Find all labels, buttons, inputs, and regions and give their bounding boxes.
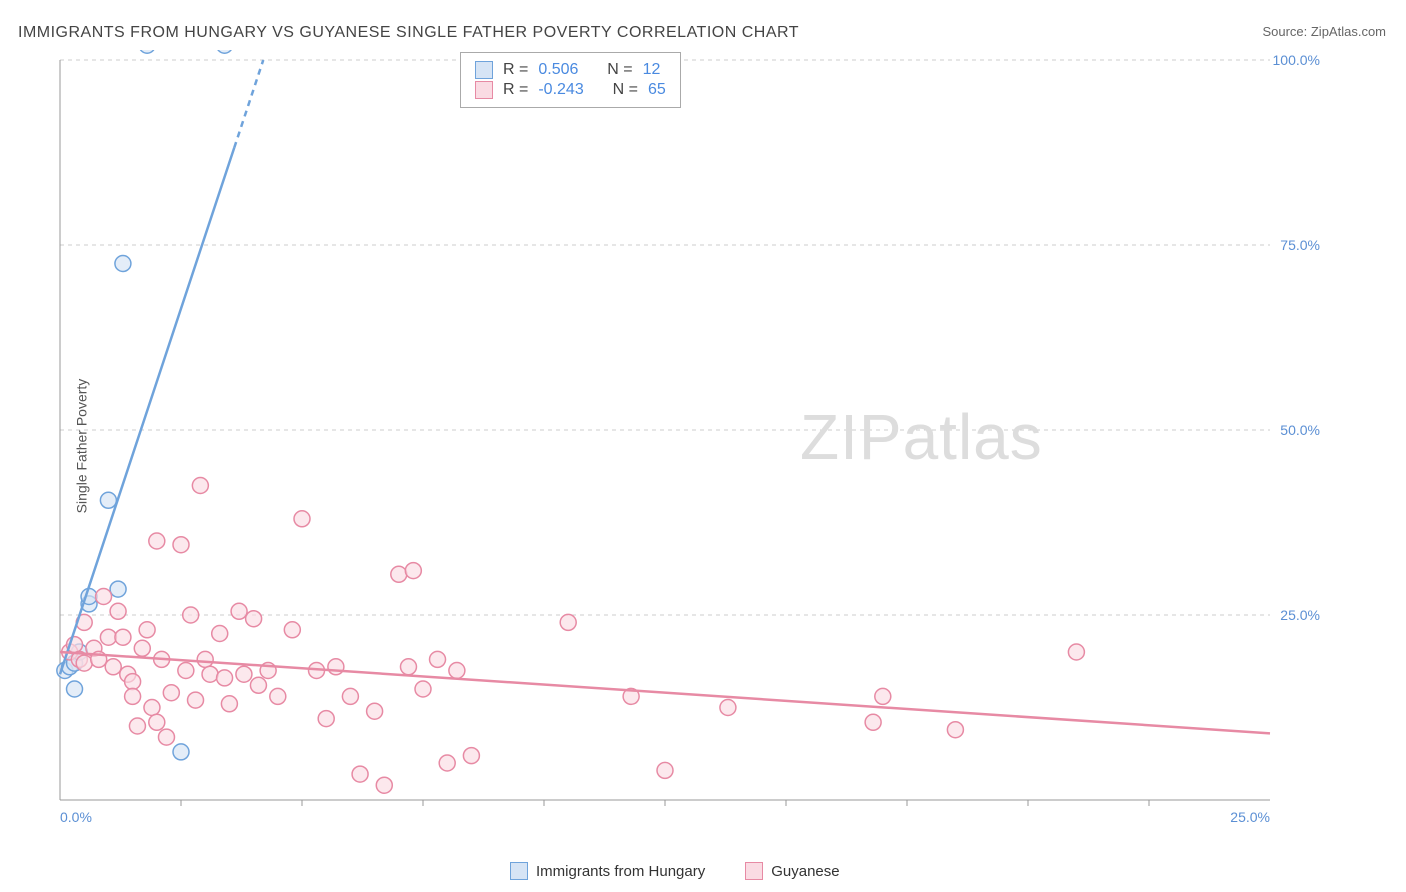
- r-value-2: -0.243: [538, 81, 583, 99]
- svg-text:75.0%: 75.0%: [1280, 237, 1320, 253]
- stats-row-1: R = 0.506 N = 12: [475, 61, 666, 79]
- legend: Immigrants from Hungary Guyanese: [510, 862, 840, 880]
- chart-title: IMMIGRANTS FROM HUNGARY VS GUYANESE SING…: [18, 24, 799, 42]
- svg-text:50.0%: 50.0%: [1280, 422, 1320, 438]
- n-label-2: N =: [613, 81, 638, 99]
- scatter-plot: 25.0% 50.0% 75.0% 100.0% 0.0% 25.0%: [50, 50, 1330, 830]
- n-value-1: 12: [643, 61, 661, 79]
- legend-label-1: Immigrants from Hungary: [536, 863, 705, 880]
- r-label-2: R =: [503, 81, 528, 99]
- swatch-series1: [475, 61, 493, 79]
- source-label: Source: ZipAtlas.com: [1262, 24, 1386, 39]
- stats-row-2: R = -0.243 N = 65: [475, 81, 666, 99]
- svg-text:25.0%: 25.0%: [1280, 607, 1320, 623]
- legend-swatch-1: [510, 862, 528, 880]
- svg-text:0.0%: 0.0%: [60, 809, 92, 825]
- n-label-1: N =: [607, 61, 632, 79]
- chart-area: 25.0% 50.0% 75.0% 100.0% 0.0% 25.0%: [50, 50, 1330, 830]
- stats-box: R = 0.506 N = 12 R = -0.243 N = 65: [460, 52, 681, 108]
- legend-swatch-2: [745, 862, 763, 880]
- r-value-1: 0.506: [538, 61, 578, 79]
- swatch-series2: [475, 81, 493, 99]
- legend-item-2: Guyanese: [745, 862, 839, 880]
- legend-item-1: Immigrants from Hungary: [510, 862, 705, 880]
- n-value-2: 65: [648, 81, 666, 99]
- legend-label-2: Guyanese: [771, 863, 839, 880]
- svg-text:25.0%: 25.0%: [1230, 809, 1270, 825]
- svg-text:100.0%: 100.0%: [1273, 52, 1320, 68]
- r-label-1: R =: [503, 61, 528, 79]
